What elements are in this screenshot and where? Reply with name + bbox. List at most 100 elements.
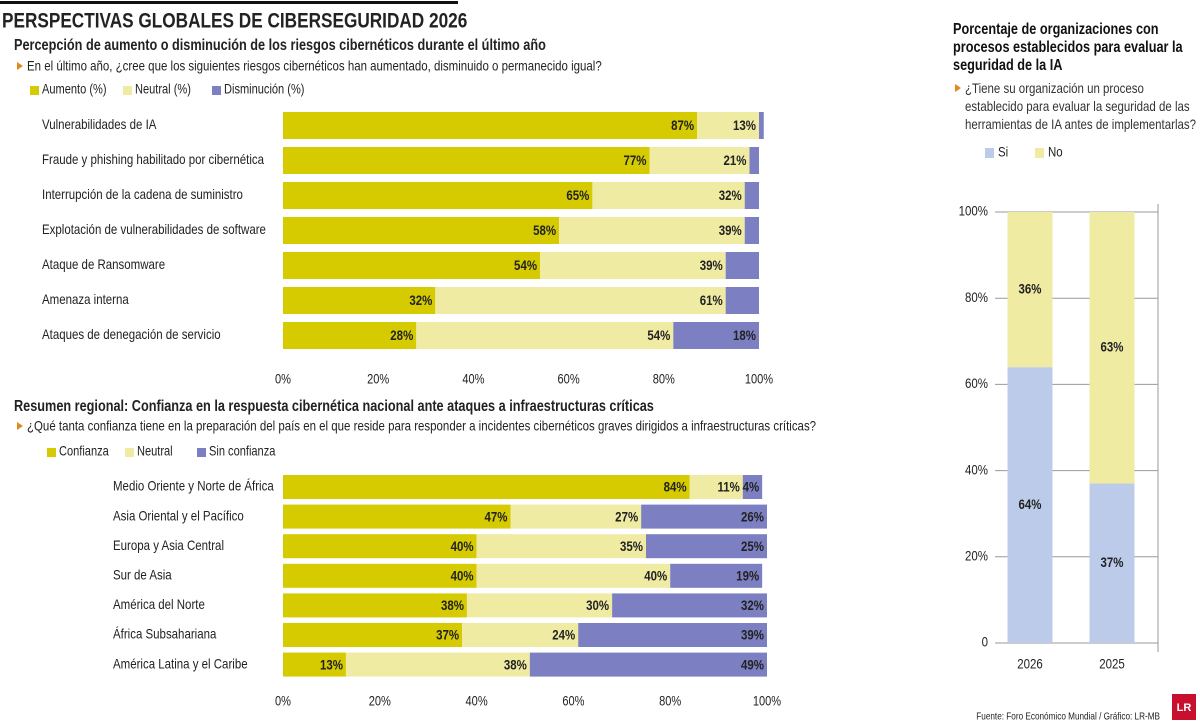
- bar-segment: [283, 623, 463, 647]
- chart-subtitle: En el último año, ¿cree que los siguient…: [27, 58, 602, 74]
- data-label: 19%: [736, 567, 760, 583]
- x-tick-label: 2025: [1099, 656, 1125, 672]
- data-label: 26%: [741, 508, 765, 524]
- bar-segment: [283, 475, 690, 499]
- bar-segment: [749, 147, 759, 174]
- bar-segment: [646, 534, 767, 559]
- bar-segment: [612, 593, 767, 618]
- chart-subtitle: ¿Qué tanta confianza tiene en la prepara…: [27, 418, 816, 434]
- bar-segment: [641, 504, 767, 529]
- legend-swatch: [123, 86, 132, 95]
- bar-segment: [283, 287, 436, 314]
- data-label: 39%: [719, 222, 743, 238]
- data-label: 25%: [741, 538, 765, 554]
- bar-segment: [742, 475, 763, 499]
- bar-segment: [345, 652, 530, 677]
- y-tick-label: Explotación de vulnerabilidades de softw…: [42, 221, 266, 237]
- x-tick-label: 20%: [367, 372, 389, 387]
- y-tick-label: Sur de Asia: [113, 566, 172, 582]
- chart-subtitle: ¿Tiene su organización un proceso establ…: [965, 80, 1197, 132]
- data-label: 21%: [724, 152, 748, 168]
- data-label: 32%: [409, 292, 433, 308]
- y-tick-label: Ataque de Ransomware: [42, 256, 165, 272]
- bar-segment: [283, 593, 467, 618]
- bar-segment: [529, 652, 767, 677]
- data-label: 54%: [514, 257, 538, 273]
- x-tick-label: 40%: [462, 372, 484, 387]
- data-label: 27%: [615, 508, 639, 524]
- bar-segment: [283, 182, 593, 209]
- legend-label: Neutral (%): [135, 82, 191, 97]
- y-tick-label: África Subsahariana: [113, 626, 217, 642]
- y-tick-label: 100%: [959, 203, 988, 219]
- data-label: 36%: [1019, 280, 1043, 296]
- logo-box: [1172, 694, 1196, 720]
- data-label: 35%: [620, 538, 644, 554]
- legend-label: No: [1048, 144, 1063, 160]
- data-label: 47%: [485, 508, 509, 524]
- logo: LR: [1177, 702, 1192, 714]
- bar-segment: [697, 112, 759, 139]
- bar-segment: [283, 652, 346, 677]
- legend-label: Confianza: [59, 444, 109, 459]
- legend-label: Neutral: [137, 444, 173, 459]
- data-label: 37%: [436, 627, 460, 643]
- x-tick-label: 2026: [1017, 656, 1043, 672]
- chart-title: Resumen regional: Confianza en la respue…: [14, 398, 654, 415]
- x-tick-label: 60%: [558, 372, 580, 387]
- x-tick-label: 100%: [745, 372, 773, 387]
- bar-segment: [689, 475, 743, 499]
- bar-segment: [744, 217, 759, 244]
- data-label: 54%: [647, 327, 671, 343]
- bar-segment: [283, 504, 511, 529]
- data-label: 64%: [1019, 496, 1043, 512]
- data-label: 40%: [451, 538, 475, 554]
- legend-label: Aumento (%): [42, 82, 107, 97]
- data-label: 63%: [1101, 338, 1125, 354]
- legend-swatch: [197, 448, 206, 457]
- y-tick-label: Vulnerabilidades de IA: [42, 116, 157, 132]
- y-tick-label: América Latina y el Caribe: [113, 655, 248, 671]
- bar-segment: [283, 252, 541, 279]
- bar-segment: [466, 593, 613, 618]
- data-label: 38%: [504, 656, 528, 672]
- bar-segment: [1089, 483, 1135, 643]
- bar-segment: [1007, 212, 1053, 368]
- y-tick-label: Europa y Asia Central: [113, 537, 224, 553]
- data-label: 77%: [624, 152, 648, 168]
- bar-segment: [416, 322, 674, 349]
- bar-segment: [725, 287, 759, 314]
- bar-segment: [283, 534, 477, 559]
- y-tick-label: 60%: [965, 375, 988, 391]
- legend-swatch: [985, 148, 994, 158]
- bar-segment: [283, 217, 560, 244]
- bar-segment: [283, 112, 698, 139]
- bar-segment: [283, 147, 650, 174]
- data-label: 49%: [741, 656, 765, 672]
- bar-segment: [1007, 367, 1053, 643]
- bullet: [955, 84, 961, 92]
- bar-segment: [462, 623, 579, 647]
- legend-label: Sin confianza: [209, 444, 276, 459]
- data-label: 40%: [451, 567, 475, 583]
- y-tick-label: Asia Oriental y el Pacífico: [113, 507, 244, 523]
- data-label: 13%: [320, 656, 344, 672]
- x-tick-label: 20%: [369, 694, 391, 709]
- x-tick-label: 100%: [753, 694, 781, 709]
- data-label: 28%: [390, 327, 414, 343]
- data-label: 32%: [719, 187, 743, 203]
- y-tick-label: 80%: [965, 289, 988, 305]
- bar-segment: [510, 504, 642, 529]
- bar-segment: [759, 112, 764, 139]
- data-label: 18%: [733, 327, 757, 343]
- y-tick-label: 20%: [965, 547, 988, 563]
- bar-segment: [744, 182, 759, 209]
- data-label: 39%: [741, 627, 765, 643]
- data-label: 24%: [552, 627, 576, 643]
- x-tick-label: 40%: [466, 694, 488, 709]
- data-label: 13%: [733, 117, 757, 133]
- legend-label: Si: [998, 144, 1008, 160]
- data-label: 39%: [700, 257, 724, 273]
- data-label: 58%: [533, 222, 557, 238]
